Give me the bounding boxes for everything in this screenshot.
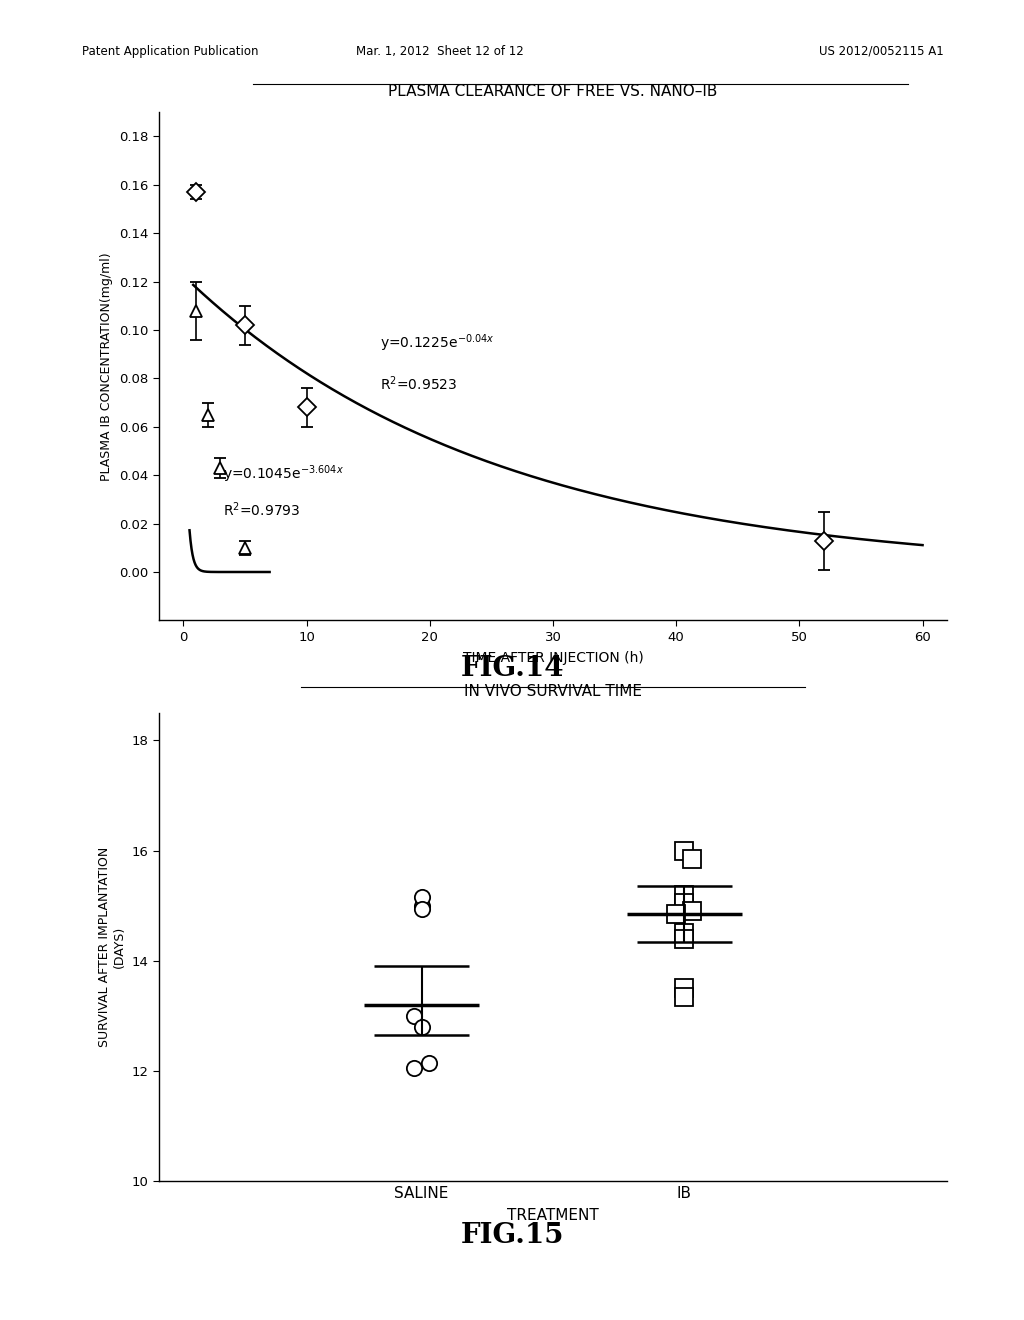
X-axis label: TREATMENT: TREATMENT xyxy=(507,1208,599,1224)
Text: R$^2$=0.9523: R$^2$=0.9523 xyxy=(381,375,458,393)
X-axis label: TIME AFTER INJECTION (h): TIME AFTER INJECTION (h) xyxy=(463,651,643,665)
Text: Patent Application Publication: Patent Application Publication xyxy=(82,45,258,58)
Text: R$^2$=0.9793: R$^2$=0.9793 xyxy=(223,500,300,519)
Text: y=0.1045e$^{-3.604x}$: y=0.1045e$^{-3.604x}$ xyxy=(223,463,344,484)
Text: FIG.15: FIG.15 xyxy=(460,1222,564,1249)
Text: Mar. 1, 2012  Sheet 12 of 12: Mar. 1, 2012 Sheet 12 of 12 xyxy=(356,45,524,58)
Text: y=0.1225e$^{-0.04x}$: y=0.1225e$^{-0.04x}$ xyxy=(381,333,496,354)
Y-axis label: PLASMA IB CONCENTRATION(mg/ml): PLASMA IB CONCENTRATION(mg/ml) xyxy=(100,252,114,480)
Title: IN VIVO SURVIVAL TIME: IN VIVO SURVIVAL TIME xyxy=(464,684,642,700)
Y-axis label: SURVIVAL AFTER IMPLANTATION
(DAYS): SURVIVAL AFTER IMPLANTATION (DAYS) xyxy=(97,847,126,1047)
Text: FIG.14: FIG.14 xyxy=(460,655,564,681)
Text: US 2012/0052115 A1: US 2012/0052115 A1 xyxy=(819,45,944,58)
Title: PLASMA CLEARANCE OF FREE VS. NANO–IB: PLASMA CLEARANCE OF FREE VS. NANO–IB xyxy=(388,83,718,99)
